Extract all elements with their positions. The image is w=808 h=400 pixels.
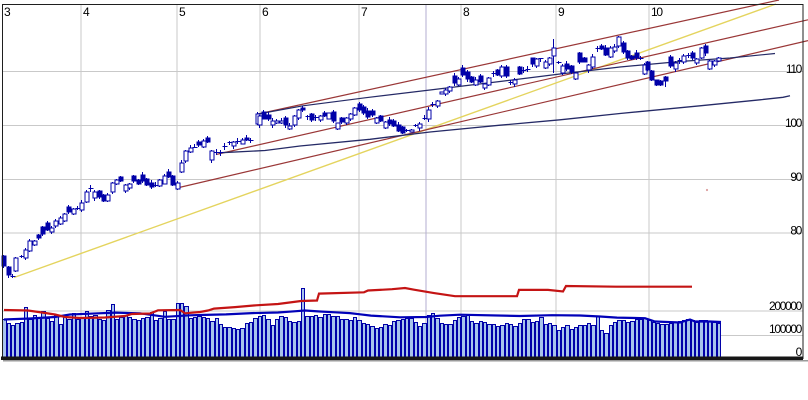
svg-text:100000: 100000: [769, 322, 803, 336]
svg-text:100: 100: [785, 116, 803, 130]
svg-text:4: 4: [83, 5, 90, 19]
svg-text:80: 80: [790, 224, 802, 238]
svg-text:6: 6: [262, 5, 269, 19]
svg-text:5: 5: [179, 5, 186, 19]
svg-text:0: 0: [796, 345, 803, 359]
svg-text:8: 8: [463, 5, 470, 19]
svg-text:3: 3: [4, 5, 11, 19]
svg-text:9: 9: [558, 5, 565, 19]
svg-text:90: 90: [790, 170, 802, 184]
svg-text:7: 7: [361, 5, 368, 19]
svg-text:200000: 200000: [769, 299, 803, 313]
svg-text:110: 110: [786, 62, 803, 76]
svg-text:10: 10: [651, 5, 663, 19]
